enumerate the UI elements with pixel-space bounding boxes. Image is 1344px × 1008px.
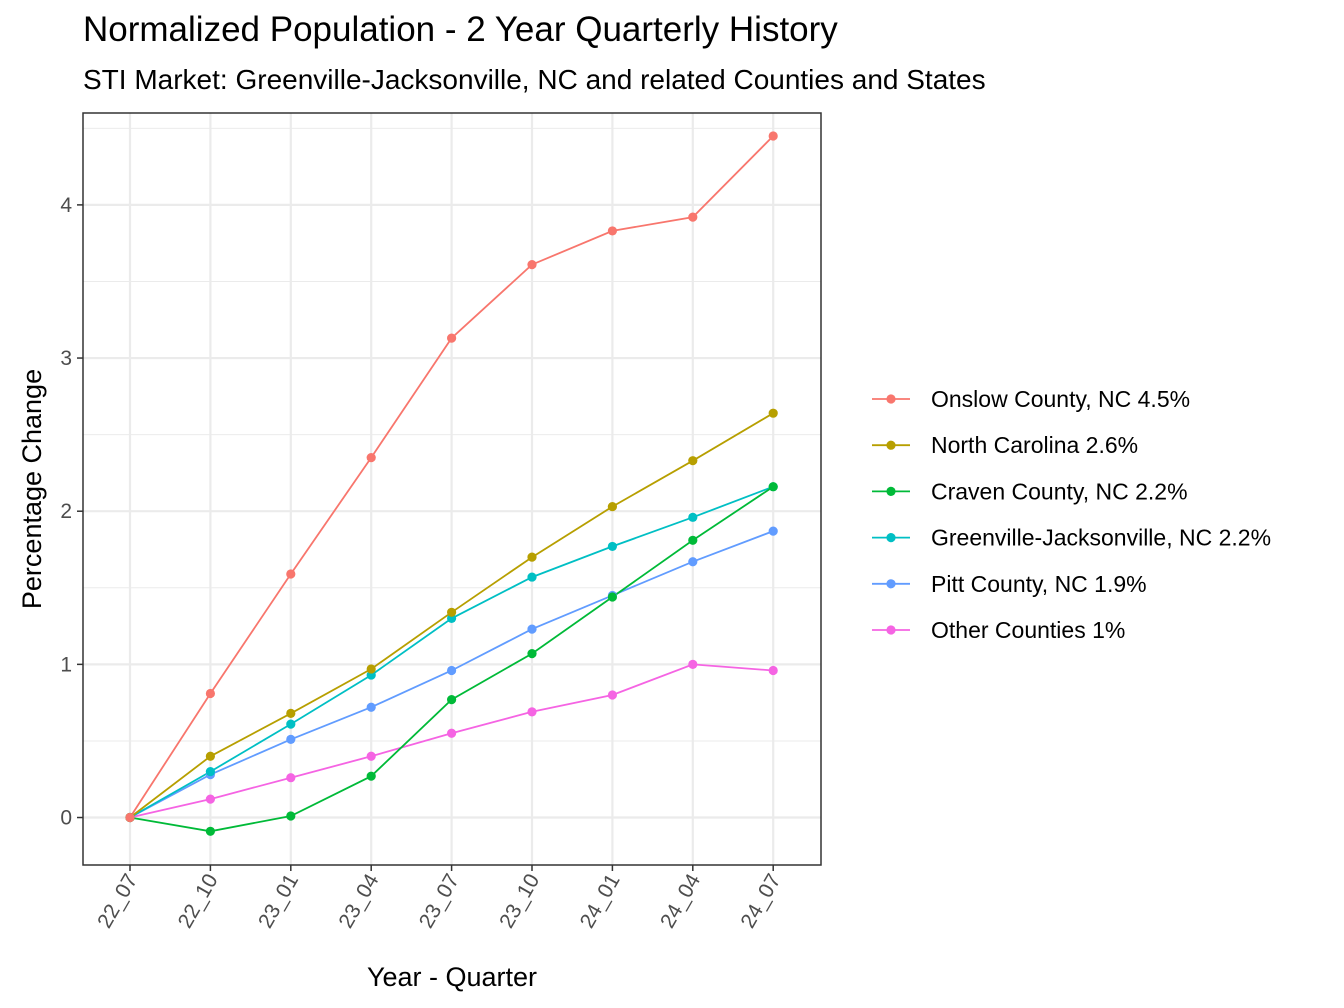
data-point — [527, 624, 537, 634]
legend-key-point — [886, 625, 896, 635]
y-tick-label: 0 — [60, 807, 72, 830]
data-point — [688, 512, 698, 522]
x-tick-label: 24_04 — [656, 870, 705, 932]
data-point — [366, 453, 376, 463]
data-point — [366, 751, 376, 761]
data-point — [527, 649, 537, 659]
data-point — [768, 665, 778, 676]
data-point — [286, 708, 296, 718]
y-axis-title: Percentage Change — [17, 369, 47, 609]
data-point — [366, 771, 376, 781]
legend-key-point — [886, 579, 896, 589]
data-point — [366, 664, 376, 674]
data-point — [607, 592, 618, 602]
x-tick-label: 23_04 — [334, 870, 383, 932]
chart-title: Normalized Population - 2 Year Quarterly… — [83, 10, 838, 49]
y-tick-label: 4 — [60, 194, 72, 217]
legend-label: North Carolina 2.6% — [931, 432, 1138, 458]
legend-label: Pitt County, NC 1.9% — [931, 571, 1147, 597]
data-point — [205, 751, 215, 761]
legend-key-point — [886, 440, 896, 450]
series-layer — [125, 131, 778, 836]
data-point — [527, 260, 537, 270]
legend-key-point — [886, 533, 896, 543]
legend-label: Greenville-Jacksonville, NC 2.2% — [931, 525, 1271, 551]
data-point — [447, 694, 457, 705]
data-point — [768, 408, 778, 418]
data-point — [768, 131, 778, 141]
data-point — [447, 728, 457, 738]
data-point — [205, 826, 215, 836]
data-point — [286, 569, 296, 579]
data-point — [688, 212, 698, 222]
x-tick-label: 23_10 — [495, 870, 544, 932]
data-point — [527, 707, 537, 717]
x-axis-title: Year - Quarter — [367, 962, 537, 992]
x-tick-label: 24_07 — [736, 870, 785, 932]
data-point — [366, 702, 376, 712]
data-point — [527, 552, 537, 562]
x-tick-label: 24_01 — [576, 870, 625, 932]
data-point — [205, 688, 215, 699]
x-tick-label: 22_07 — [93, 870, 142, 932]
data-point — [447, 665, 457, 676]
data-point — [205, 766, 215, 777]
data-point — [607, 541, 618, 552]
y-tick-label: 2 — [60, 500, 72, 523]
data-point — [688, 557, 698, 567]
data-point — [607, 226, 618, 236]
chart-subtitle: STI Market: Greenville-Jacksonville, NC … — [83, 64, 986, 95]
data-point — [205, 794, 215, 804]
x-axis: 22_07 22_10 23_01 23_04 23_07 23_10 24_01 24_04… — [93, 865, 786, 932]
legend-key-point — [886, 394, 896, 404]
data-point — [527, 572, 537, 582]
legend-label: Other Counties 1% — [931, 617, 1125, 643]
data-point — [125, 812, 135, 823]
data-point — [607, 690, 618, 700]
data-point — [447, 607, 457, 617]
data-point — [768, 526, 778, 536]
y-axis: 0 1 2 3 4 — [60, 194, 83, 830]
data-point — [447, 333, 457, 343]
data-point — [607, 502, 618, 512]
legend-key-point — [886, 486, 896, 496]
data-point — [286, 719, 296, 729]
x-tick-label: 22_10 — [174, 870, 223, 932]
x-tick-label: 23_01 — [254, 870, 303, 932]
data-point — [688, 659, 698, 669]
data-point — [286, 734, 296, 745]
data-point — [688, 456, 698, 466]
data-point — [286, 773, 296, 783]
x-tick-label: 23_07 — [415, 870, 464, 932]
data-point — [688, 535, 698, 545]
legend-label: Onslow County, NC 4.5% — [931, 386, 1190, 412]
y-tick-label: 3 — [60, 347, 72, 370]
data-point — [286, 811, 296, 821]
legend-label: Craven County, NC 2.2% — [931, 478, 1188, 504]
y-tick-label: 1 — [60, 653, 72, 676]
legend: Onslow County, NC 4.5% North Carolina 2.6… — [872, 386, 1271, 643]
data-point — [768, 482, 778, 492]
